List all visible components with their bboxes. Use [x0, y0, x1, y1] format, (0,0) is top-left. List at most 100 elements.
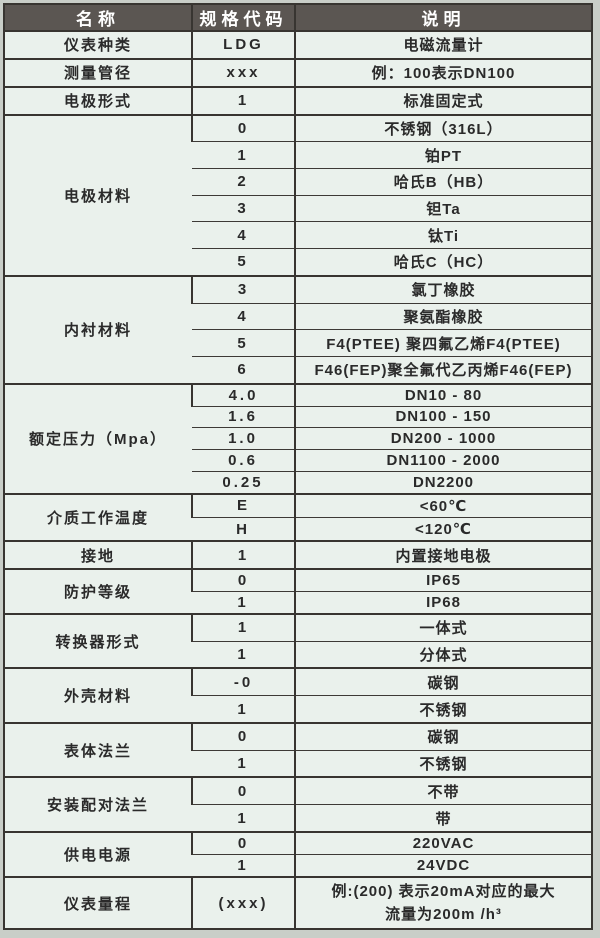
- desc-cell: 分体式: [294, 640, 592, 669]
- desc-cell: 不带: [294, 776, 592, 805]
- table-row: 0.25 DN2200: [4, 470, 592, 494]
- table-row: 1 24VDC: [4, 853, 592, 877]
- desc-cell: 聚氨酯橡胶: [294, 302, 592, 330]
- desc-cell: DN2200: [294, 470, 592, 494]
- desc-cell: 标准固定式: [294, 85, 592, 115]
- table-row: 表体法兰 0 碳钢: [4, 721, 592, 778]
- desc-cell: 不锈钢: [294, 695, 592, 723]
- table-row: 供电电源 0 220VAC: [4, 830, 592, 877]
- code-cell: 1.6: [192, 405, 295, 428]
- desc-cell: DN1100 - 2000: [294, 449, 592, 472]
- table-row: 4 聚氨酯橡胶: [4, 302, 592, 330]
- desc-cell: 碳钢: [294, 721, 592, 751]
- desc-cell: 碳钢: [294, 667, 592, 696]
- code-cell: 4: [192, 302, 295, 330]
- code-cell: 1: [192, 804, 295, 832]
- group-name-cell: 外壳材料: [4, 667, 192, 723]
- desc-cell: 带: [294, 804, 592, 832]
- table-row: 安装配对法兰 0 不带: [4, 776, 592, 832]
- code-cell: 1: [192, 640, 295, 669]
- table-row: 外壳材料 -0 碳钢: [4, 667, 592, 723]
- code-cell: -0: [191, 667, 295, 696]
- code-cell: 4: [192, 221, 295, 249]
- code-cell: 1: [192, 141, 295, 169]
- header-row: 名称 规格代码 说明: [4, 4, 592, 32]
- table-row: 1 分体式: [4, 640, 592, 669]
- desc-cell: 钛Ti: [294, 221, 592, 249]
- table-row: 1 IP68: [4, 590, 592, 614]
- code-cell: 1: [192, 749, 295, 778]
- table-row: 电极材料 0 不锈钢（316L）: [4, 113, 592, 276]
- desc-cell: 铂PT: [294, 141, 592, 169]
- table-row: 0.6 DN1100 - 2000: [4, 449, 592, 472]
- desc-line-2: 流量为200m /h³: [385, 906, 502, 923]
- group-name-cell: 电极形式: [4, 85, 192, 115]
- code-cell: 0: [191, 830, 295, 855]
- desc-cell: F46(FEP)聚全氟代乙丙烯F46(FEP): [294, 355, 592, 384]
- desc-cell: 24VDC: [294, 853, 592, 877]
- table-row: 6 F46(FEP)聚全氟代乙丙烯F46(FEP): [4, 355, 592, 384]
- group-name-cell: 供电电源: [4, 831, 192, 877]
- group-name-cell: 仪表种类: [4, 30, 192, 59]
- group-name-cell: 测量管径: [4, 57, 192, 87]
- desc-cell: IP65: [294, 568, 592, 592]
- code-cell: E: [191, 492, 295, 518]
- table-row: 1.0 DN200 - 1000: [4, 427, 592, 450]
- desc-cell: DN200 - 1000: [294, 427, 592, 450]
- code-cell: 1: [192, 853, 295, 877]
- group-name-cell: 表体法兰: [4, 721, 192, 778]
- table-row: 1 不锈钢: [4, 695, 592, 723]
- desc-cell: DN100 - 150: [294, 405, 592, 428]
- code-cell: 5: [192, 329, 295, 357]
- table-row: 3 钽Ta: [4, 194, 592, 222]
- code-cell: 1: [192, 590, 295, 614]
- code-cell: 0: [191, 568, 295, 592]
- code-cell: 0: [191, 113, 295, 142]
- code-cell: xxx: [191, 57, 295, 87]
- group-name-cell: 接地: [4, 540, 192, 570]
- desc-cell: 例:(200) 表示20mA对应的最大 流量为200m /h³: [294, 876, 592, 929]
- table-row: 1 铂PT: [4, 141, 592, 169]
- table-row: 仪表量程 (xxx) 例:(200) 表示20mA对应的最大 流量为200m /h³: [4, 876, 592, 929]
- table-row: 接地 1 内置接地电极: [4, 540, 592, 570]
- col-header-desc: 说明: [294, 4, 592, 32]
- desc-cell: DN10 - 80: [294, 382, 592, 407]
- code-cell: 6: [192, 355, 295, 384]
- desc-cell: <120℃: [294, 517, 592, 542]
- code-cell: 5: [192, 248, 295, 276]
- desc-cell: 不锈钢: [294, 749, 592, 778]
- col-header-name: 名称: [4, 4, 192, 32]
- code-cell: 4.0: [191, 382, 295, 407]
- table-row: 电极形式 1 标准固定式: [4, 85, 592, 115]
- table-row: 仪表种类 LDG 电磁流量计: [4, 30, 592, 59]
- code-cell: 3: [192, 194, 295, 222]
- table-row: 介质工作温度 E <60℃: [4, 492, 592, 542]
- code-cell: H: [192, 517, 295, 542]
- group-name-cell: 额定压力（Mpa）: [4, 382, 192, 494]
- table-header: 名称 规格代码 说明: [4, 4, 592, 32]
- table-row: 额定压力（Mpa） 4.0 DN10 - 80: [4, 382, 592, 494]
- desc-cell: <60℃: [294, 492, 592, 518]
- desc-cell: 哈氏B（HB）: [294, 168, 592, 196]
- group-name-cell: 电极材料: [4, 113, 192, 276]
- spec-table: 名称 规格代码 说明 仪表种类 LDG 电磁流量计 测量管径 xxx 例：100表示DN1…: [3, 3, 593, 930]
- group-name-cell: 防护等级: [4, 568, 192, 614]
- code-cell: LDG: [191, 30, 295, 59]
- code-cell: 1: [191, 612, 295, 642]
- table-row: 1.6 DN100 - 150: [4, 405, 592, 428]
- desc-cell: 内置接地电极: [294, 540, 592, 570]
- desc-cell: 一体式: [294, 612, 592, 642]
- code-cell: 1: [191, 85, 295, 115]
- desc-cell: 电磁流量计: [294, 30, 592, 59]
- desc-cell: 例：100表示DN100: [294, 57, 592, 87]
- group-name-cell: 转换器形式: [4, 612, 192, 669]
- desc-cell: 钽Ta: [294, 194, 592, 222]
- code-cell: 0: [191, 721, 295, 751]
- table-row: 内衬材料 3 氯丁橡胶: [4, 274, 592, 384]
- group-name-cell: 安装配对法兰: [4, 776, 192, 832]
- group-name-cell: 介质工作温度: [4, 492, 192, 542]
- desc-cell: IP68: [294, 590, 592, 614]
- desc-cell: 哈氏C（HC）: [294, 248, 592, 276]
- code-cell: (xxx): [191, 876, 295, 929]
- table-row: H <120℃: [4, 517, 592, 542]
